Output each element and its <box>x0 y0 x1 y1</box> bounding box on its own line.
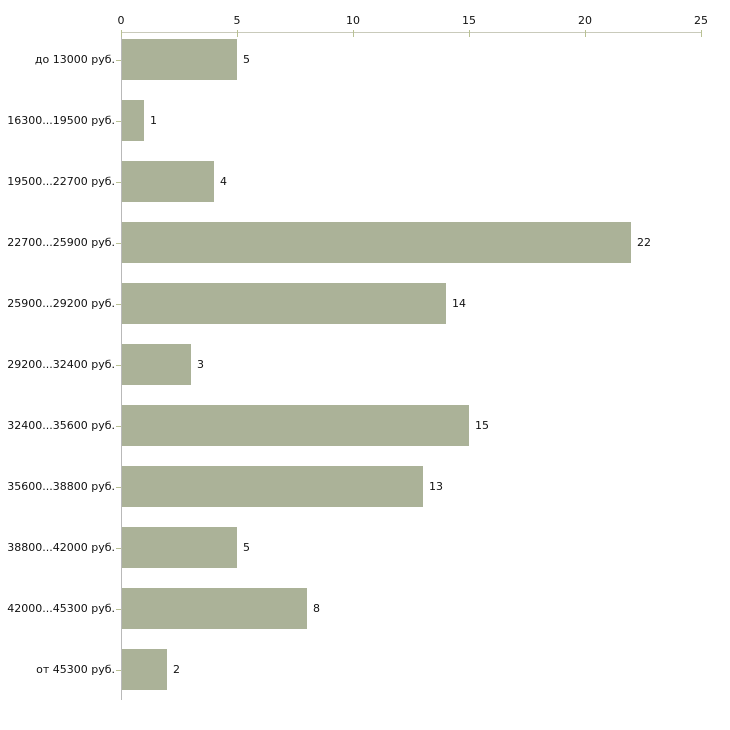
y-axis-tick <box>116 304 121 305</box>
value-label: 1 <box>150 114 157 127</box>
bar <box>122 466 423 507</box>
value-label: 4 <box>220 175 227 188</box>
category-label: 35600...38800 руб. <box>7 480 115 493</box>
x-axis-tick-label: 20 <box>578 14 592 27</box>
bar <box>122 527 237 568</box>
category-label: 38800...42000 руб. <box>7 541 115 554</box>
category-label: 25900...29200 руб. <box>7 297 115 310</box>
value-label: 14 <box>452 297 466 310</box>
y-axis-tick <box>116 182 121 183</box>
value-label: 5 <box>243 53 250 66</box>
x-axis-tick-label: 0 <box>117 14 125 27</box>
x-axis-tick <box>353 30 354 37</box>
x-axis-line <box>121 32 702 33</box>
y-axis-tick <box>116 548 121 549</box>
bar <box>122 222 631 263</box>
bar <box>122 161 214 202</box>
x-axis-tick-label: 10 <box>346 14 360 27</box>
bar <box>122 39 237 80</box>
value-label: 3 <box>197 358 204 371</box>
category-label: 16300...19500 руб. <box>7 114 115 127</box>
bar <box>122 405 469 446</box>
x-axis-tick <box>585 30 586 37</box>
bar <box>122 283 446 324</box>
value-label: 13 <box>429 480 443 493</box>
x-axis-tick <box>469 30 470 37</box>
category-label: 42000...45300 руб. <box>7 602 115 615</box>
y-axis-tick <box>116 426 121 427</box>
y-axis-tick <box>116 487 121 488</box>
y-axis-tick <box>116 365 121 366</box>
y-axis-tick <box>116 60 121 61</box>
bar <box>122 649 167 690</box>
y-axis-tick <box>116 121 121 122</box>
value-label: 5 <box>243 541 250 554</box>
value-label: 15 <box>475 419 489 432</box>
category-label: до 13000 руб. <box>34 53 115 66</box>
x-axis-tick <box>701 30 702 37</box>
value-label: 22 <box>637 236 651 249</box>
x-axis-tick-label: 5 <box>233 14 241 27</box>
bar <box>122 344 191 385</box>
value-label: 8 <box>313 602 320 615</box>
x-axis-tick <box>237 30 238 37</box>
y-axis-tick <box>116 243 121 244</box>
x-axis-tick <box>121 30 122 37</box>
value-label: 2 <box>173 663 180 676</box>
y-axis-line <box>121 32 122 700</box>
category-label: от 45300 руб. <box>36 663 115 676</box>
category-label: 22700...25900 руб. <box>7 236 115 249</box>
category-label: 29200...32400 руб. <box>7 358 115 371</box>
bar <box>122 588 307 629</box>
y-axis-tick <box>116 609 121 610</box>
x-axis-tick-label: 25 <box>694 14 708 27</box>
y-axis-tick <box>116 670 121 671</box>
bar <box>122 100 144 141</box>
category-label: 19500...22700 руб. <box>7 175 115 188</box>
category-label: 32400...35600 руб. <box>7 419 115 432</box>
x-axis-tick-label: 15 <box>462 14 476 27</box>
